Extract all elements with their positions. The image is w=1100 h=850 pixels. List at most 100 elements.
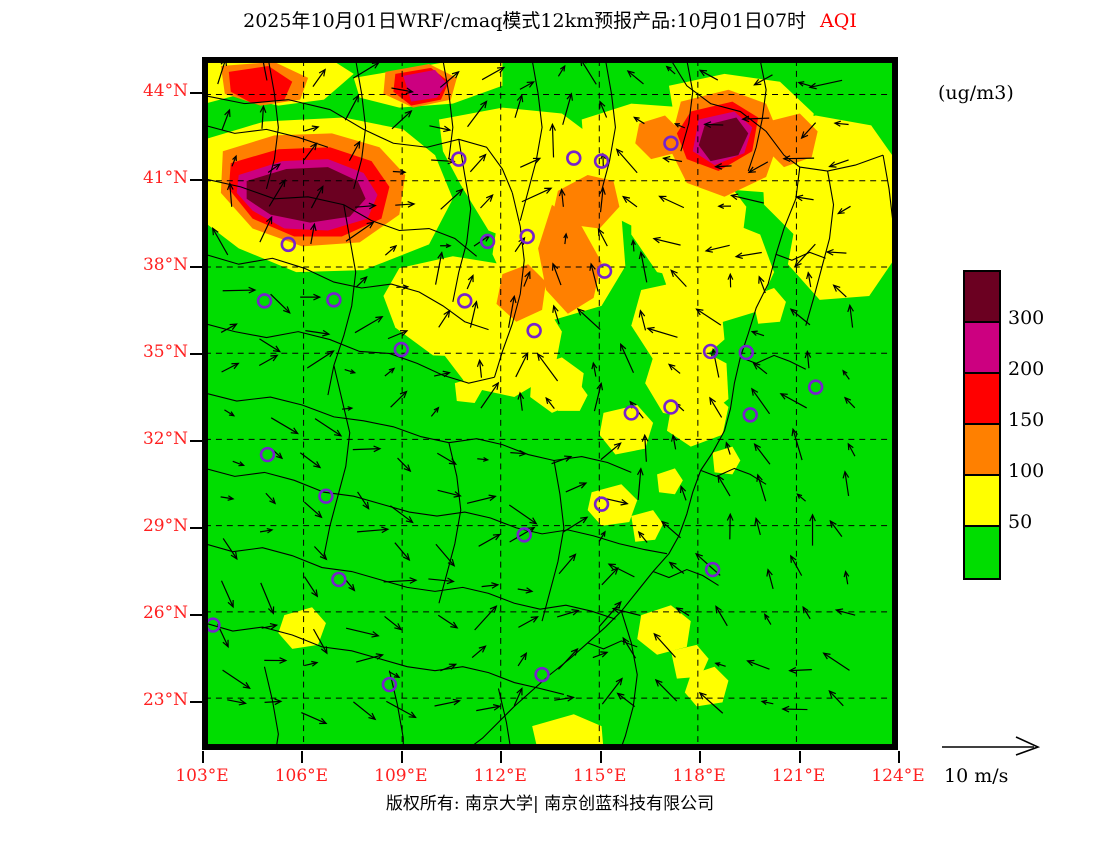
colorbar-band-5 <box>965 527 999 578</box>
city-marker-14[interactable] <box>702 343 719 360</box>
city-marker-9[interactable] <box>451 151 467 167</box>
wind-arrow <box>558 647 579 670</box>
wind-arrow <box>788 666 812 674</box>
wind-arrow <box>515 351 529 378</box>
aqi-colorbar[interactable] <box>963 270 1001 580</box>
wind-arrow <box>607 563 635 578</box>
wind-arrow <box>439 70 460 88</box>
wind-arrow <box>392 169 407 175</box>
wind-arrow <box>565 482 588 493</box>
wind-scale-key: 10 m/s <box>938 735 1088 787</box>
city-marker-5[interactable] <box>326 292 342 308</box>
wind-arrow <box>220 495 235 501</box>
city-marker-6[interactable] <box>256 293 273 309</box>
wind-arrow <box>727 272 734 288</box>
wind-arrow <box>221 362 240 373</box>
wind-vector-layer <box>211 60 856 725</box>
city-marker-3[interactable] <box>663 135 679 152</box>
city-marker-12[interactable] <box>623 405 640 421</box>
city-marker-7[interactable] <box>526 322 542 339</box>
wind-arrow <box>469 300 479 328</box>
colorbar-band-0 <box>965 272 999 323</box>
wind-arrow <box>552 304 560 325</box>
wind-arrow <box>270 293 291 314</box>
wind-arrow <box>357 526 390 534</box>
aqi-region-50100-24 <box>684 666 729 707</box>
city-marker-8[interactable] <box>393 341 410 358</box>
wind-arrow <box>226 181 234 207</box>
city-marker-26[interactable] <box>742 407 758 423</box>
wind-arrow <box>638 250 648 283</box>
city-marker-20[interactable] <box>331 571 347 588</box>
wind-arrow <box>734 251 762 259</box>
wind-arrow <box>802 605 811 620</box>
wind-arrow <box>220 323 238 333</box>
wind-arrow <box>598 600 622 628</box>
wind-arrow <box>396 284 410 290</box>
city-marker-10[interactable] <box>566 150 582 166</box>
wind-arrow <box>345 627 380 638</box>
geo-boundary-24 <box>601 60 616 191</box>
wind-arrow <box>654 678 678 702</box>
wind-arrow <box>536 352 559 382</box>
city-marker-25[interactable] <box>280 236 297 253</box>
city-marker-15[interactable] <box>738 344 755 361</box>
lat-tick-label-29: 29°N <box>142 515 188 536</box>
geo-boundary-26 <box>442 60 454 160</box>
wind-arrow <box>605 498 629 506</box>
wind-arrow <box>847 442 856 457</box>
lat-tick-mark-32 <box>190 439 202 442</box>
wind-arrow <box>517 652 528 667</box>
city-marker-18[interactable] <box>593 496 610 512</box>
wind-arrow <box>726 512 734 540</box>
lon-tick-mark-106 <box>301 751 304 763</box>
wind-arrow <box>353 701 377 721</box>
aqi-region-100150-7 <box>766 113 818 168</box>
wind-arrow <box>673 123 686 129</box>
wind-arrow <box>842 369 850 380</box>
title-variable-text: AQI <box>820 10 857 32</box>
lat-tick-label-41: 41°N <box>142 167 188 188</box>
wind-arrow <box>312 628 328 655</box>
wind-arrow <box>222 286 257 294</box>
city-marker-19[interactable] <box>516 527 532 543</box>
wind-arrow <box>440 243 452 249</box>
wind-arrow <box>476 704 502 712</box>
wind-arrow <box>259 60 268 81</box>
geo-boundary-16 <box>263 666 279 747</box>
city-marker-13[interactable] <box>663 399 679 415</box>
city-marker-2[interactable] <box>593 153 610 169</box>
wind-arrow <box>714 163 732 170</box>
aqi-region-150200-0 <box>228 65 293 104</box>
geo-boundary-13 <box>541 460 565 622</box>
city-marker-0[interactable] <box>457 293 473 309</box>
wind-arrow <box>437 614 459 629</box>
wind-arrow <box>717 474 731 497</box>
city-marker-27[interactable] <box>807 379 824 395</box>
city-marker-23[interactable] <box>381 676 398 693</box>
wind-arrow <box>221 108 231 130</box>
lon-tick-label-103: 103°E <box>175 766 229 786</box>
city-marker-17[interactable] <box>318 488 334 504</box>
city-marker-1[interactable] <box>519 228 535 245</box>
wind-arrow <box>259 104 267 129</box>
wind-arrow <box>300 293 322 301</box>
city-marker-4[interactable] <box>479 233 496 250</box>
wind-arrow <box>809 513 816 546</box>
city-marker-11[interactable] <box>596 263 613 279</box>
colorbar-units-label: (ug/m3) <box>938 82 1014 104</box>
wind-arrow <box>431 157 456 165</box>
wind-arrow <box>764 613 772 625</box>
wind-arrow <box>758 275 766 294</box>
aqi-region-100150-6 <box>496 264 547 322</box>
city-marker-16[interactable] <box>259 446 276 463</box>
aqi-map-plot[interactable] <box>202 57 898 750</box>
aqi-region-50100-28 <box>712 446 741 475</box>
wind-arrow <box>630 239 636 252</box>
city-marker-24[interactable] <box>534 666 550 683</box>
wind-arrow <box>667 363 681 374</box>
geo-boundary-22 <box>805 170 835 326</box>
city-marker-22[interactable] <box>704 561 721 578</box>
wind-arrow <box>313 546 328 561</box>
wind-arrow <box>828 689 844 707</box>
